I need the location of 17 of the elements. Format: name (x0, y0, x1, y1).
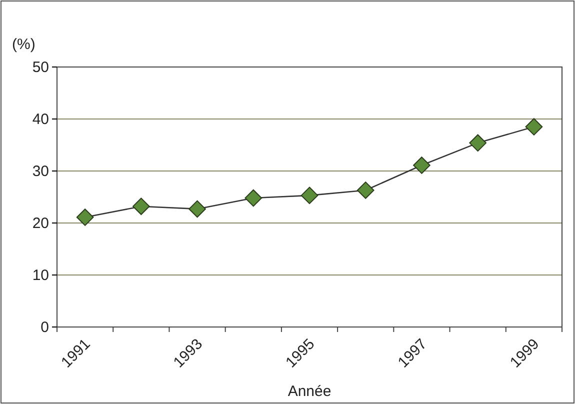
point (132, 198, 150, 216)
y-tick-label: 50 (32, 58, 49, 76)
y-tick-label: 10 (32, 266, 49, 284)
point (525, 118, 543, 136)
point (76, 208, 94, 226)
point (469, 134, 486, 152)
point (188, 200, 206, 218)
y-axis-title: (%) (12, 36, 36, 53)
y-tick-label: 0 (40, 318, 49, 336)
y-tick-label: 20 (32, 214, 49, 232)
point (300, 186, 318, 204)
point (413, 156, 430, 174)
x-axis-title: Année (288, 383, 332, 400)
y-tick-label: 40 (32, 110, 49, 128)
point (244, 189, 262, 207)
y-tick-label: 30 (32, 162, 49, 180)
point (356, 182, 374, 199)
